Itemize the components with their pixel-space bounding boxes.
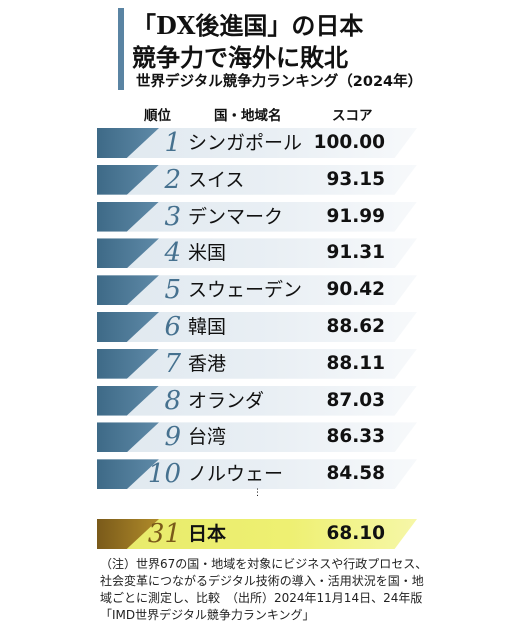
table-row (97, 348, 417, 379)
score-cell: 84.58 (326, 463, 385, 485)
rank-cell: 3 (164, 201, 181, 232)
table-row (97, 385, 417, 416)
table-row (97, 459, 417, 490)
table-row-highlight (97, 519, 417, 549)
rank-cell: 9 (164, 422, 181, 453)
header-rank: 順位 (144, 108, 171, 124)
rank-cell: 8 (164, 385, 181, 416)
score-cell: 87.03 (326, 389, 385, 411)
score-cell: 88.11 (326, 352, 385, 374)
score-cell: 91.31 (326, 242, 385, 264)
rank-cell: 10 (147, 459, 181, 490)
table-row (97, 238, 417, 269)
chart-subtitle: 世界デジタル競争力ランキング（2024年） (136, 74, 423, 90)
country-cell: シンガポール (188, 132, 303, 154)
table-row (97, 164, 417, 195)
table-row (97, 422, 417, 453)
table-row (97, 128, 417, 158)
country-cell-highlight: 日本 (188, 523, 227, 545)
table-row (97, 275, 417, 306)
country-cell: ノルウェー (188, 463, 284, 486)
country-cell: 香港 (188, 352, 227, 375)
score-cell-highlight: 68.10 (326, 523, 385, 544)
country-cell: 韓国 (188, 316, 227, 338)
country-cell: デンマーク (188, 205, 284, 228)
score-cell: 88.62 (326, 316, 385, 337)
table-row (97, 312, 417, 342)
ellipsis: ⋮ (253, 488, 262, 498)
score-cell: 100.00 (313, 132, 385, 153)
country-cell: スウェーデン (188, 279, 303, 302)
rank-cell: 4 (164, 238, 181, 269)
score-cell: 86.33 (326, 426, 385, 448)
country-cell: 米国 (188, 242, 227, 265)
title-line-1: 「DX後進国」の日本 (132, 11, 364, 40)
score-cell: 90.42 (326, 279, 385, 301)
country-cell: オランダ (188, 389, 265, 412)
title-line-2: 競争力で海外に敗北 (132, 43, 348, 72)
footnote: （注）世界67の国・地域を対象にビジネスや行政プロセス、社会変革につながるデジタ… (100, 557, 428, 622)
rank-cell-highlight: 31 (147, 519, 181, 549)
header-score: スコア (332, 108, 373, 124)
title-accent-bar (118, 8, 124, 90)
rank-cell: 7 (164, 348, 181, 379)
country-cell: 台湾 (188, 426, 227, 449)
rank-cell: 2 (164, 164, 181, 195)
country-cell: スイス (188, 168, 245, 191)
table-row (97, 201, 417, 232)
score-cell: 91.99 (326, 205, 385, 227)
rank-cell: 1 (164, 128, 181, 158)
rank-cell: 6 (164, 312, 181, 342)
rank-cell: 5 (164, 275, 181, 306)
header-country: 国・地域名 (214, 108, 282, 124)
score-cell: 93.15 (326, 168, 385, 190)
